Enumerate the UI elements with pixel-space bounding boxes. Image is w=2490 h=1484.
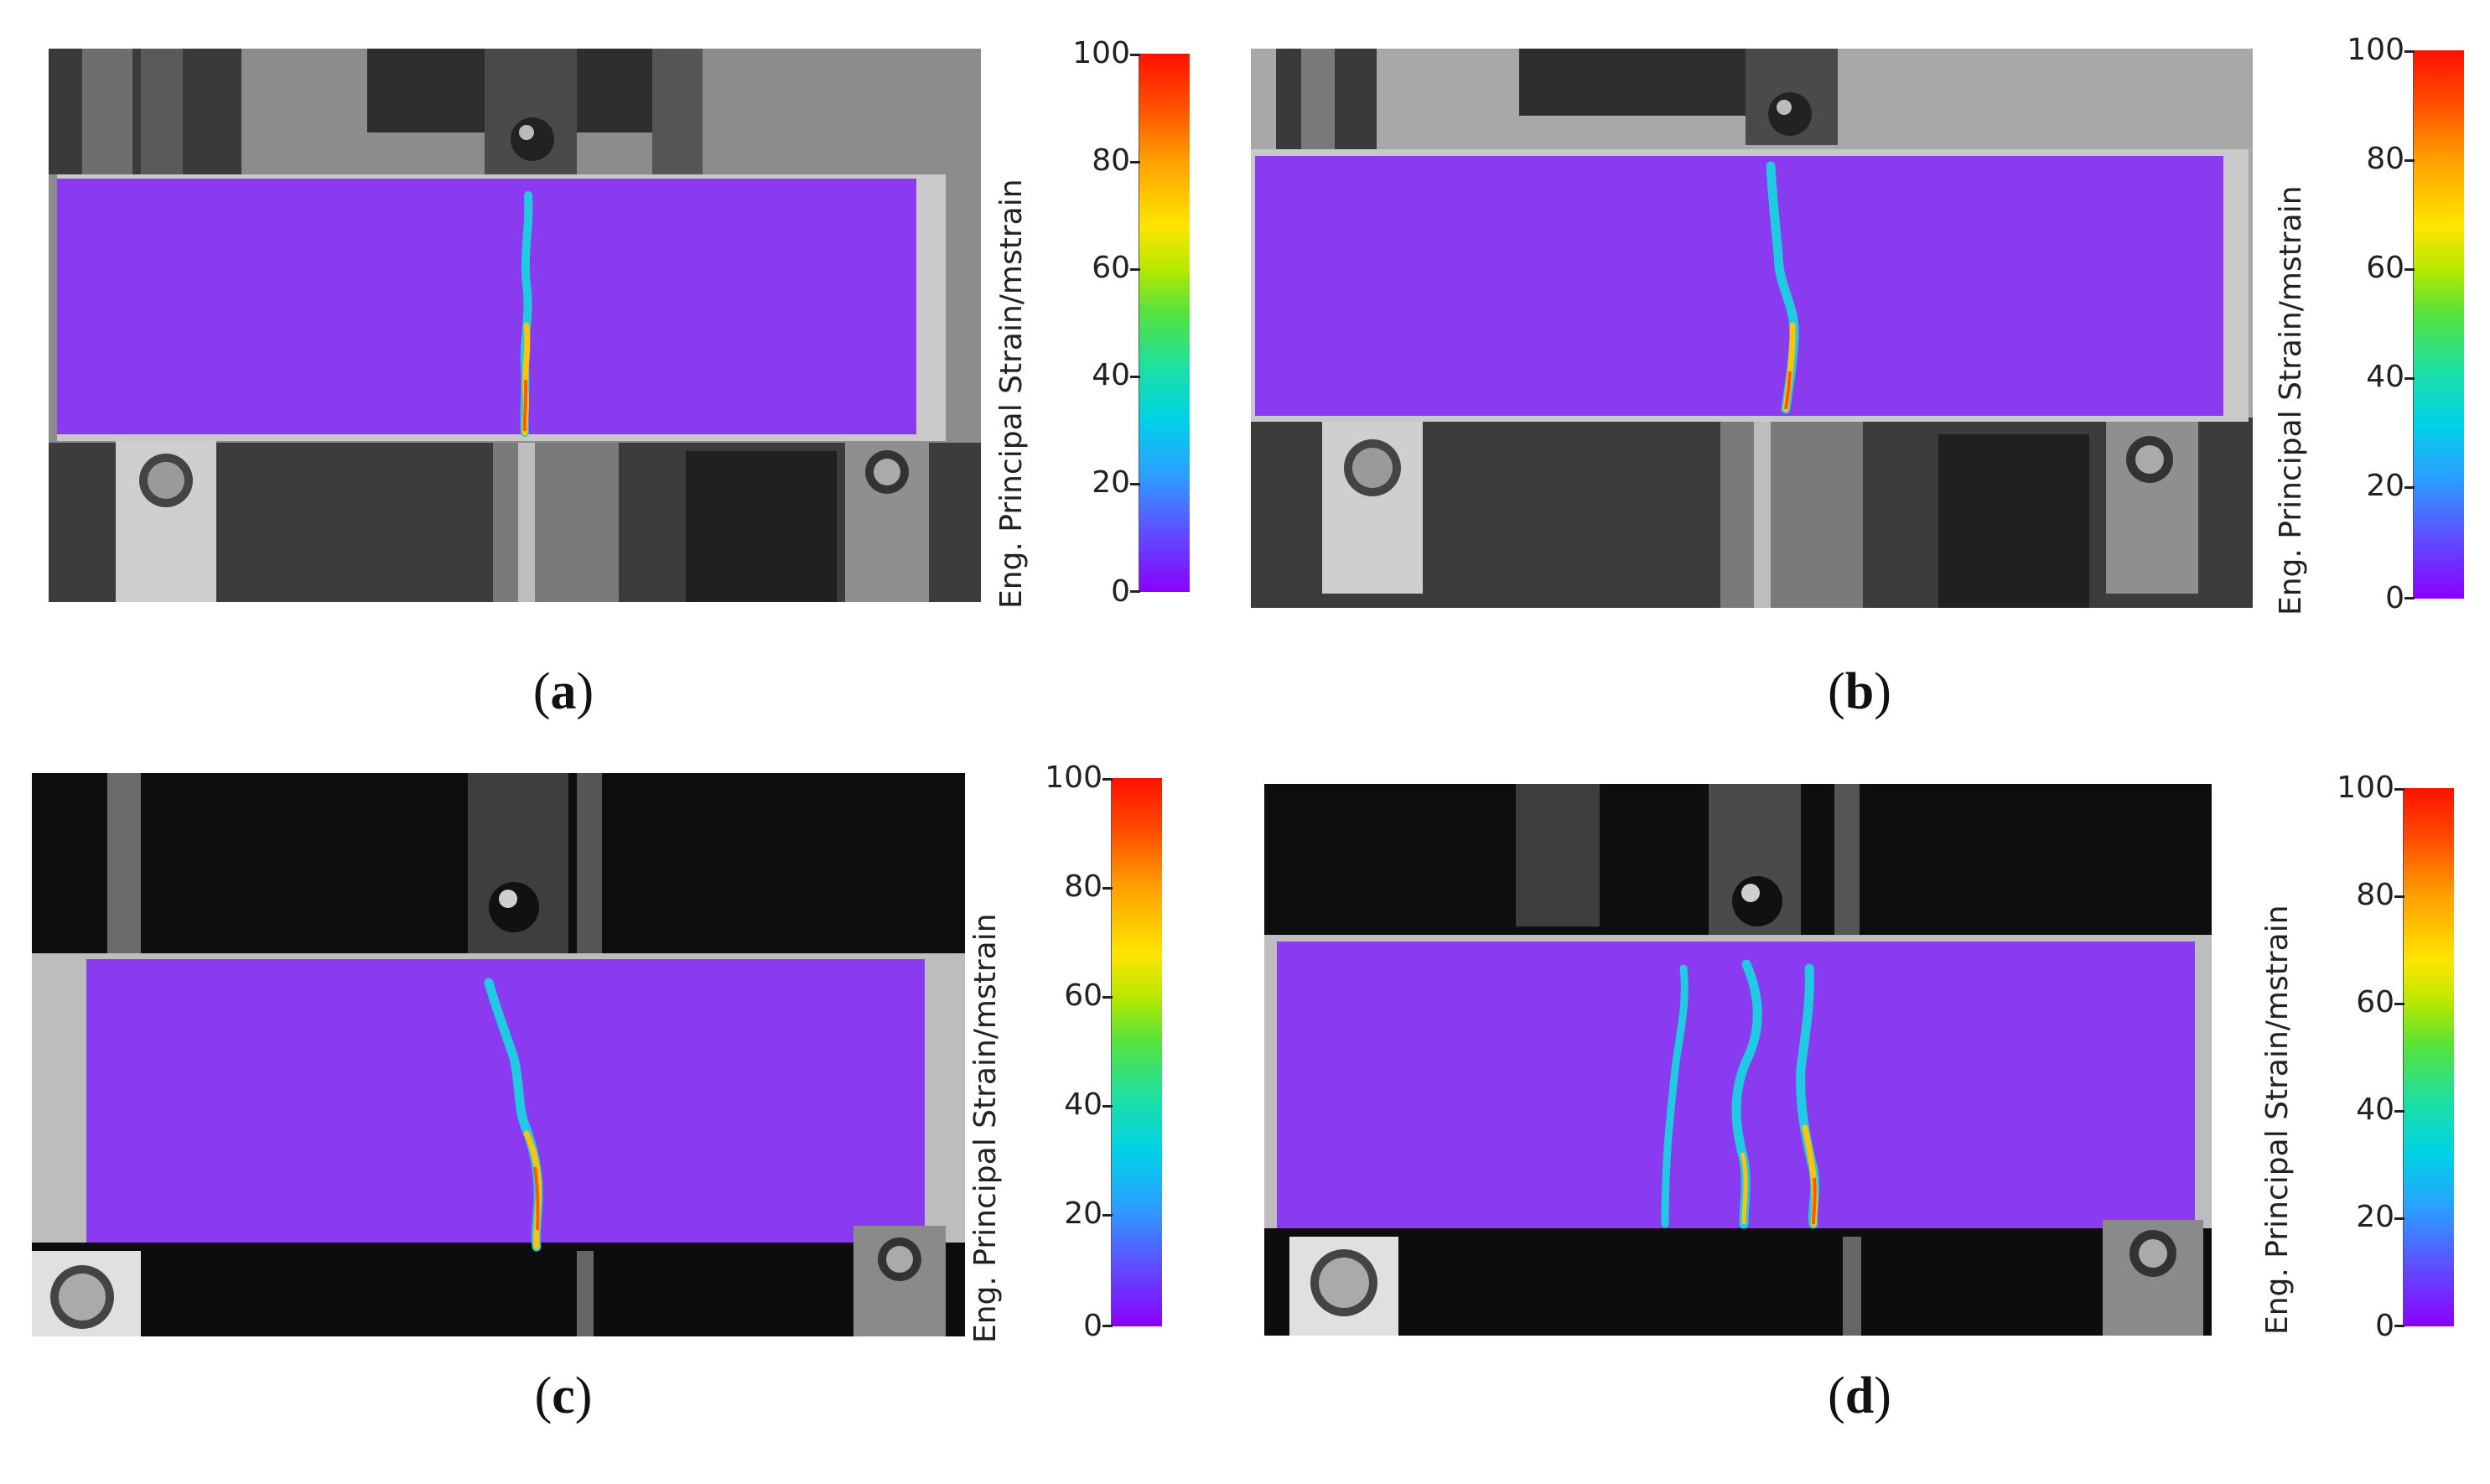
colorbar-a-tick: 40 [1092, 358, 1130, 392]
caption-c: (c) [534, 1367, 593, 1424]
colorbar-c [1111, 778, 1162, 1326]
panel-a-photo [49, 49, 981, 602]
colorbar-a-tick: 20 [1092, 465, 1130, 500]
colorbar-d-tick: 100 [2337, 771, 2394, 805]
colorbar-b [2413, 50, 2464, 599]
colorbar-a-tick: 100 [1072, 36, 1130, 70]
colorbar-a-label: Eng. Principal Strain/mstrain [994, 179, 1029, 609]
caption-b: (b) [1828, 663, 1891, 720]
colorbar-b-tick: 60 [2366, 251, 2404, 285]
colorbar-c-tick: 80 [1064, 869, 1102, 904]
colorbar-d-label: Eng. Principal Strain/mstrain [2260, 905, 2295, 1335]
panel-d-photo [1264, 784, 2212, 1336]
colorbar-a-tick: 80 [1092, 143, 1130, 178]
colorbar-d-tick: 20 [2356, 1200, 2394, 1234]
colorbar-b-tick: 100 [2347, 33, 2404, 67]
caption-d: (d) [1828, 1367, 1891, 1424]
panel-c-photo [32, 773, 965, 1336]
colorbar-b-tick: 80 [2366, 142, 2404, 176]
colorbar-c-tick: 40 [1064, 1087, 1102, 1122]
colorbar-c-tick: 60 [1064, 978, 1102, 1013]
colorbar-a [1139, 54, 1190, 592]
colorbar-d-tick: 60 [2356, 985, 2394, 1020]
colorbar-a-tick: 60 [1092, 251, 1130, 285]
colorbar-c-tick: 100 [1045, 760, 1102, 795]
colorbar-c-tick: 0 [1083, 1309, 1102, 1343]
colorbar-b-tick: 40 [2366, 360, 2404, 394]
colorbar-a-tick: 0 [1111, 574, 1130, 609]
colorbar-b-label: Eng. Principal Strain/mstrain [2274, 185, 2308, 615]
colorbar-b-tick: 0 [2385, 581, 2404, 615]
caption-a: (a) [532, 663, 594, 720]
colorbar-c-label: Eng. Principal Strain/mstrain [968, 913, 1003, 1343]
colorbar-d-tick: 0 [2375, 1309, 2394, 1343]
colorbar-c-tick: 20 [1064, 1196, 1102, 1231]
colorbar-d-tick: 40 [2356, 1092, 2394, 1127]
colorbar-d [2403, 788, 2454, 1326]
colorbar-b-tick: 20 [2366, 469, 2404, 503]
colorbar-d-tick: 80 [2356, 878, 2394, 912]
panel-b-photo [1251, 49, 2253, 608]
